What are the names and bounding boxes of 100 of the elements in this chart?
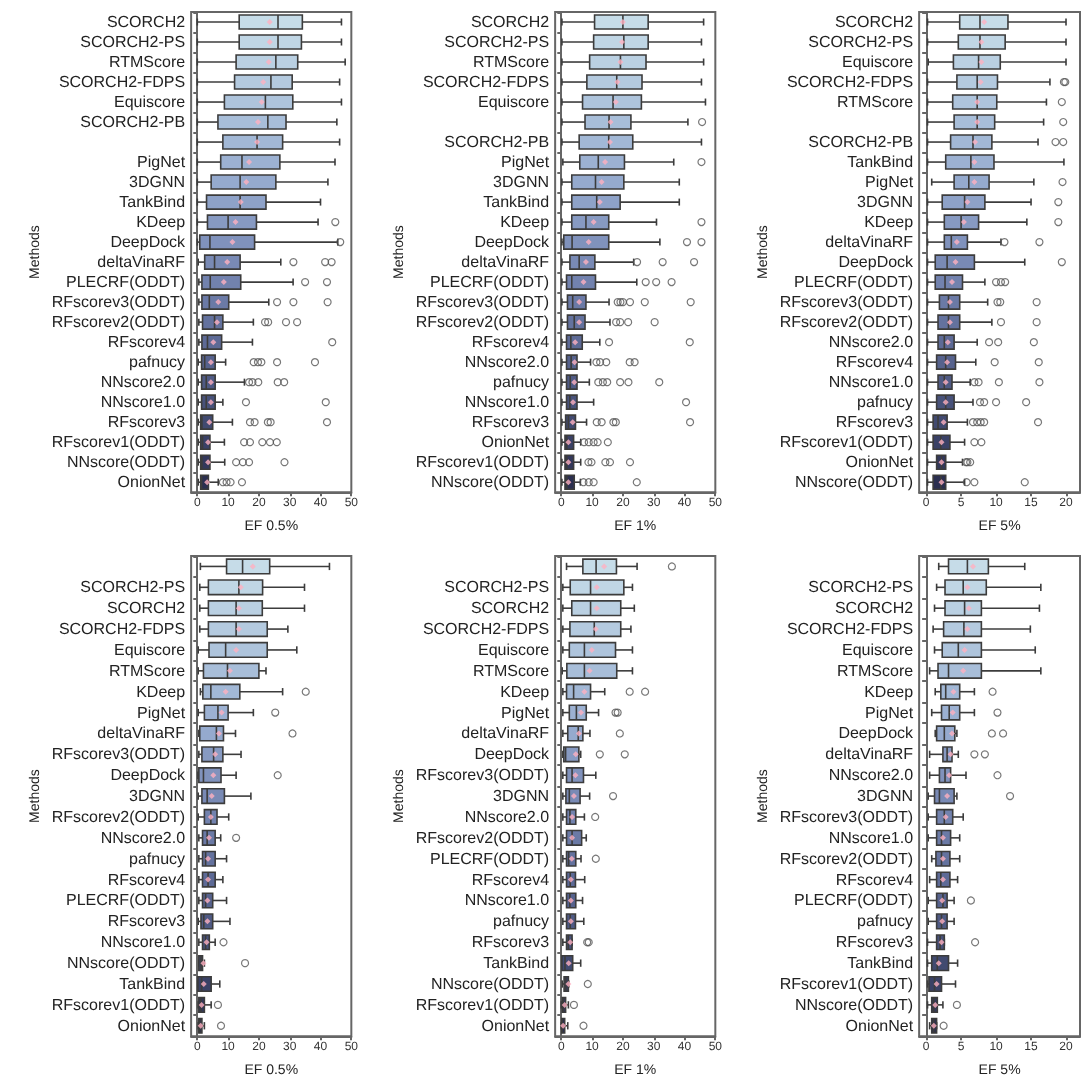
y-tick-label: PigNet — [865, 173, 915, 192]
y-tick-label: NNscore2.0 — [100, 373, 187, 392]
y-tick-label: PigNet — [137, 153, 187, 172]
y-tick-label: pafnucy — [857, 393, 914, 412]
y-tick-label: SCORCH2 — [470, 599, 551, 618]
y-tick-label: SCORCH2-PB — [808, 133, 914, 152]
y-tick-label: Equiscore — [841, 53, 915, 72]
y-tick-label: KDeep — [500, 213, 551, 232]
y-tick-label: SCORCH2 — [834, 13, 915, 31]
y-tick-label: Equiscore — [113, 640, 187, 659]
y-tick-label: PLECRF(ODDT) — [66, 273, 186, 292]
y-tick-label: deltaVinaRF — [461, 253, 550, 272]
y-tick-label: PigNet — [501, 703, 551, 722]
y-tick-label: DeepDock — [110, 766, 188, 785]
y-tick-label: DeepDock — [474, 233, 552, 252]
y-tick-label: 3DGNN — [129, 173, 186, 192]
y-tick-label: pafnucy — [857, 912, 914, 931]
y-tick-label: RFscorev4 — [471, 870, 551, 889]
y-tick-label: RFscorev2(ODDT) — [415, 313, 550, 332]
y-tick-label: RTMScore — [472, 661, 551, 680]
y-tick-label: DeepDock — [838, 724, 916, 743]
y-tick-label: NNscore(ODDT) — [794, 473, 914, 492]
y-tick-label: RFscorev2(ODDT) — [779, 313, 914, 332]
y-tick-label: RFscorev3(ODDT) — [415, 293, 550, 312]
y-tick-label: 3DGNN — [857, 787, 914, 806]
y-tick-label: RFscorev2(ODDT) — [415, 828, 550, 847]
y-tick-label: NNscore2.0 — [828, 333, 915, 352]
y-tick-label: RFscorev3(ODDT) — [415, 766, 550, 785]
y-tick-label: SCORCH2-PS — [80, 33, 186, 52]
y-tick-label: KDeep — [864, 213, 915, 232]
y-tick-label: NNscore1.0 — [100, 933, 187, 952]
y-tick-label: deltaVinaRF — [825, 745, 914, 764]
y-tick-label: DeepDock — [110, 233, 188, 252]
y-tick-label: 3DGNN — [129, 787, 186, 806]
y-tick-label: RFscorev4 — [107, 333, 187, 352]
y-tick-label: SCORCH2-FDPS — [422, 620, 550, 639]
y-tick-label: Equiscore — [113, 93, 187, 112]
y-tick-label: RFscorev3(ODDT) — [51, 745, 186, 764]
y-tick-label: OnionNet — [117, 473, 187, 492]
y-tick-label: KDeep — [136, 213, 187, 232]
y-tick-label: NNscore2.0 — [464, 807, 551, 826]
y-tick-label: RTMScore — [472, 53, 551, 72]
y-tick-label: SCORCH2-PB — [444, 133, 550, 152]
y-tick-label: NNscore1.0 — [100, 393, 187, 412]
y-tick-label: RFscorev3 — [107, 912, 187, 931]
y-tick-label: RFscorev1(ODDT) — [779, 433, 914, 452]
y-tick-label: NNscore(ODDT) — [794, 995, 914, 1014]
y-tick-label: deltaVinaRF — [461, 724, 550, 743]
y-tick-label: KDeep — [864, 682, 915, 701]
y-tick-label: RFscorev1(ODDT) — [415, 995, 550, 1014]
y-tick-label: pafnucy — [129, 849, 186, 868]
y-tick-label: SCORCH2 — [470, 13, 551, 31]
y-tick-label: TankBind — [119, 975, 186, 993]
y-tick-label: RFscorev3(ODDT) — [779, 293, 914, 312]
y-tick-label: RFscorev4 — [835, 870, 915, 889]
y-tick-label: NNscore2.0 — [828, 766, 915, 785]
y-tick-label: OnionNet — [117, 1016, 187, 1035]
y-tick-label: TankBind — [119, 193, 186, 212]
y-tick-label: pafnucy — [129, 353, 186, 372]
y-tick-label: RTMScore — [836, 661, 915, 680]
y-tick-label: SCORCH2-PS — [444, 578, 550, 597]
y-tick-label: RFscorev2(ODDT) — [779, 849, 914, 868]
y-tick-label: RFscorev4 — [107, 870, 187, 889]
y-tick-label: KDeep — [136, 682, 187, 701]
y-tick-label: NNscore1.0 — [828, 828, 915, 847]
y-tick-label: deltaVinaRF — [97, 253, 186, 272]
y-tick-label: NNscore2.0 — [464, 353, 551, 372]
y-tick-label: RFscorev1(ODDT) — [51, 433, 186, 452]
y-tick-label: OnionNet — [845, 453, 915, 472]
y-tick-label: RFscorev2(ODDT) — [51, 313, 186, 332]
y-tick-label: PigNet — [865, 703, 915, 722]
y-tick-label: SCORCH2-FDPS — [422, 73, 550, 92]
y-tick-label: deltaVinaRF — [97, 724, 186, 743]
y-tick-label: RFscorev1(ODDT) — [415, 453, 550, 472]
y-tick-label: RFscorev3 — [835, 933, 915, 952]
y-tick-label: OnionNet — [481, 433, 551, 452]
y-tick-label: NNscore1.0 — [828, 373, 915, 392]
y-tick-label: SCORCH2 — [106, 599, 187, 618]
y-tick-label: PLECRF(ODDT) — [794, 273, 914, 292]
y-tick-label: SCORCH2-PS — [444, 33, 550, 52]
y-tick-label: PLECRF(ODDT) — [430, 849, 550, 868]
y-tick-label: RFscorev3 — [471, 933, 551, 952]
y-tick-label: 3DGNN — [493, 173, 550, 192]
y-tick-label: SCORCH2-FDPS — [786, 620, 914, 639]
y-tick-label: NNscore(ODDT) — [66, 954, 186, 973]
y-tick-label: RFscorev3 — [835, 413, 915, 432]
y-tick-label: RFscorev1(ODDT) — [51, 995, 186, 1014]
y-tick-label: KDeep — [500, 682, 551, 701]
y-tick-label: SCORCH2 — [106, 13, 187, 31]
y-tick-label: PigNet — [137, 703, 187, 722]
y-tick-label: TankBind — [483, 954, 550, 973]
y-tick-label: RFscorev2(ODDT) — [51, 807, 186, 826]
y-tick-label: pafnucy — [493, 373, 550, 392]
y-tick-label: RFscorev3(ODDT) — [51, 293, 186, 312]
y-tick-label: 3DGNN — [493, 787, 550, 806]
y-tick-label: RTMScore — [108, 53, 187, 72]
y-tick-label: SCORCH2-FDPS — [58, 620, 186, 639]
y-tick-label: PLECRF(ODDT) — [430, 273, 550, 292]
y-tick-label: Equiscore — [477, 640, 551, 659]
y-tick-label: RFscorev4 — [835, 353, 915, 372]
